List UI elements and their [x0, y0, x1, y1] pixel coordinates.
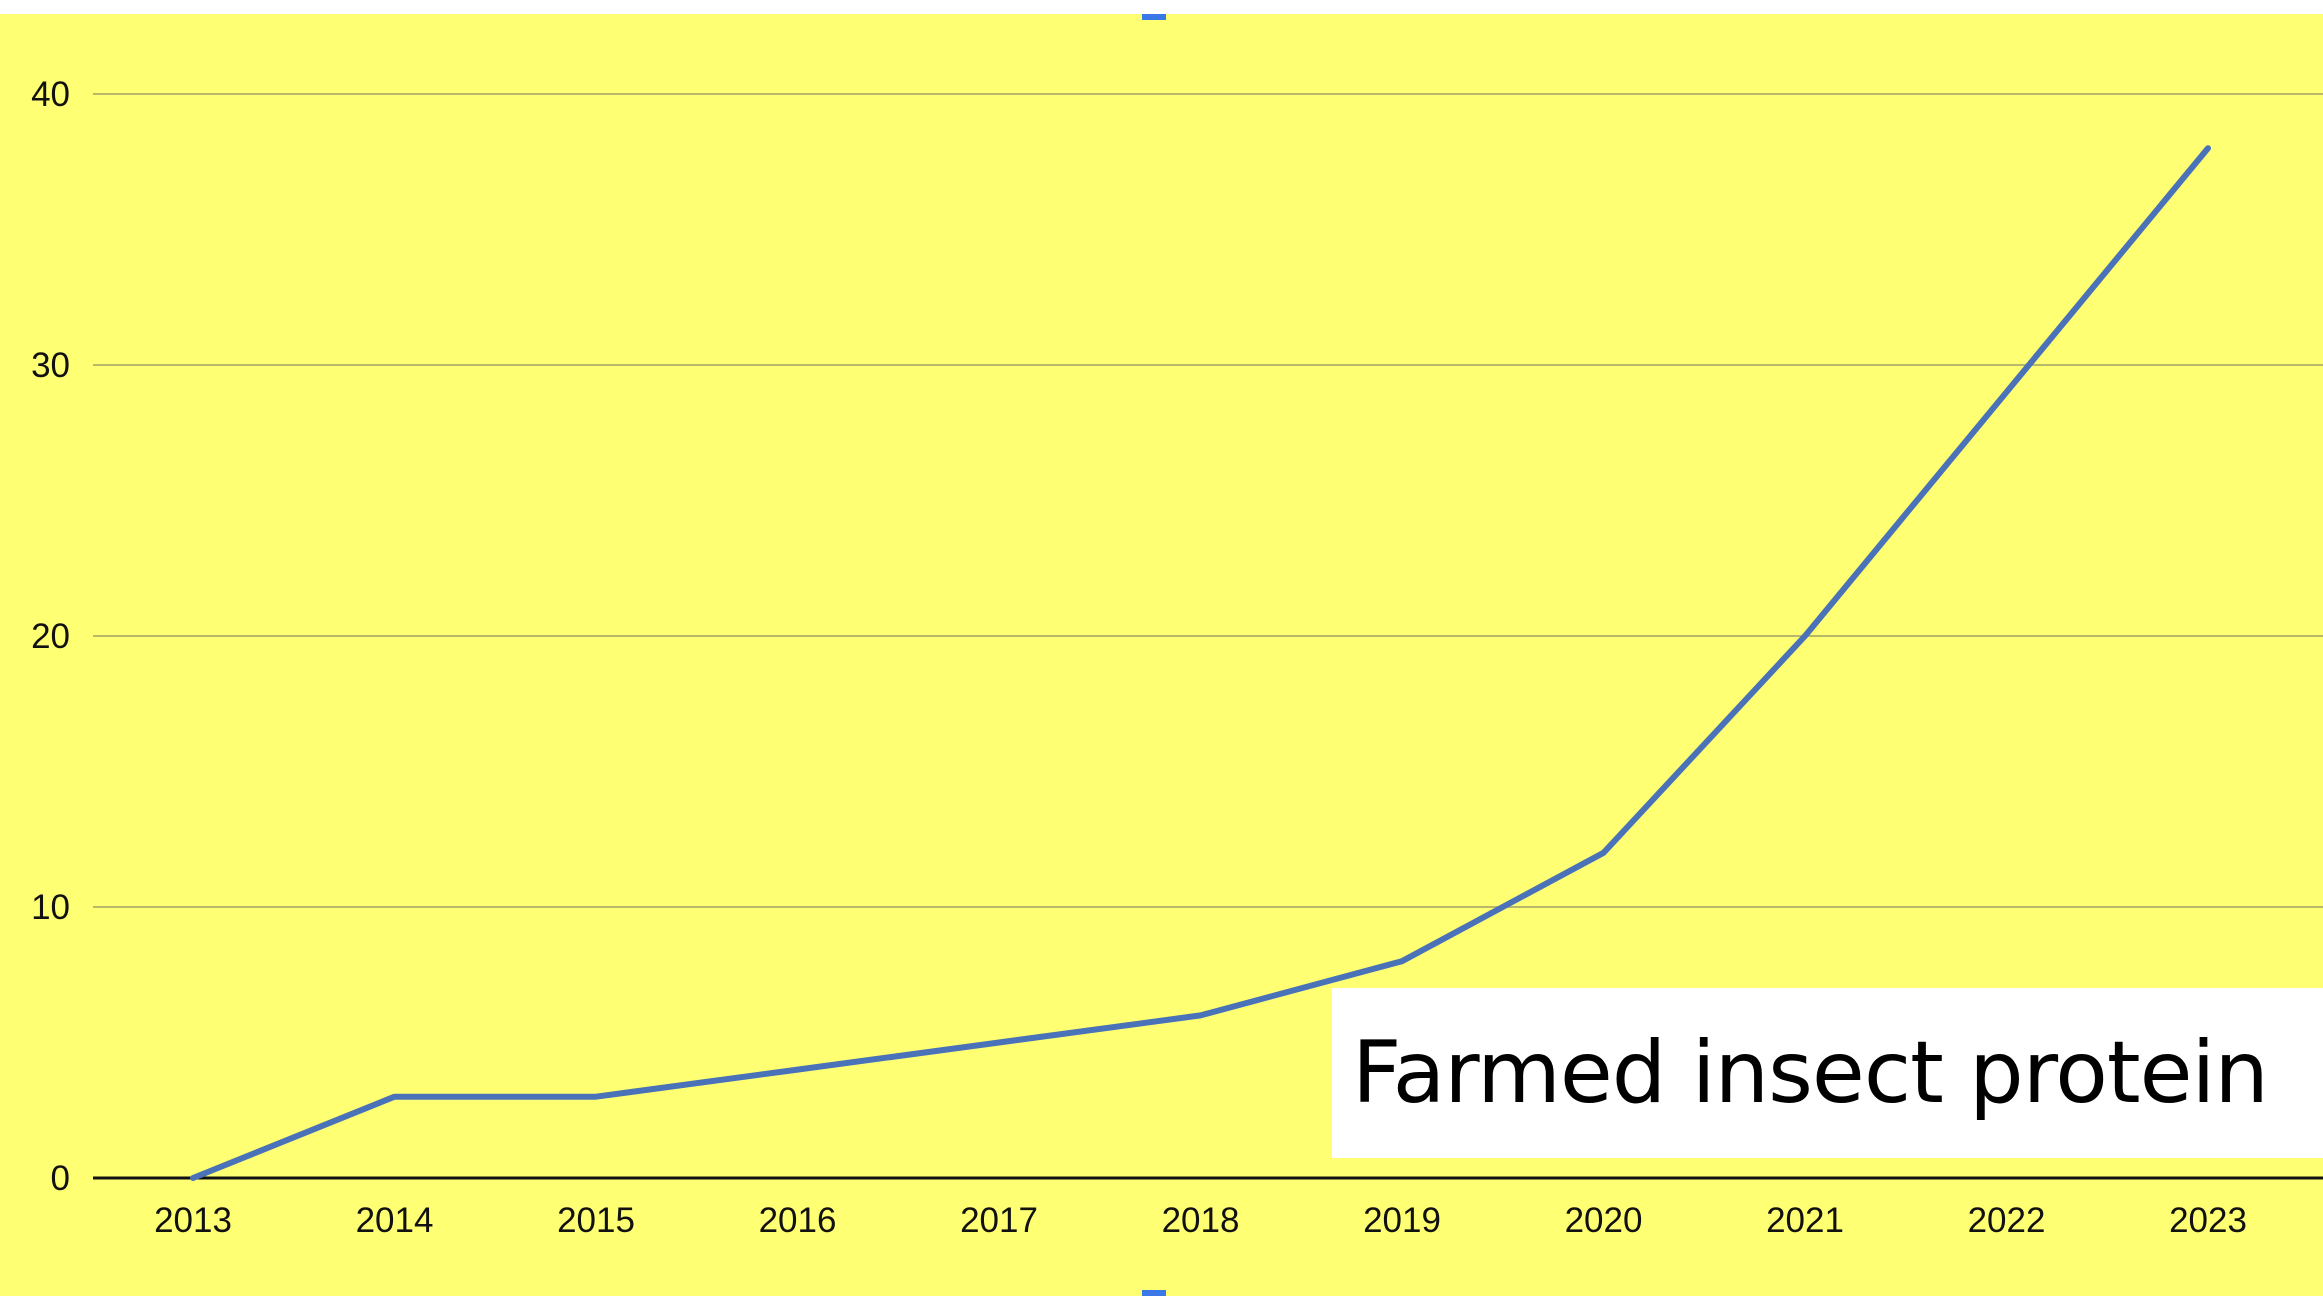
x-tick-label: 2022 — [1968, 1201, 2046, 1240]
x-tick-label: 2023 — [2169, 1201, 2247, 1240]
x-tick-label: 2014 — [356, 1201, 434, 1240]
x-axis-ticks: 2013 2014 2015 2016 2017 2018 2019 2020 2021 2022… — [154, 1201, 2247, 1240]
x-tick-label: 2015 — [557, 1201, 635, 1240]
x-tick-label: 2018 — [1162, 1201, 1240, 1240]
annotation-box: Farmed insect protein — [1332, 988, 2323, 1158]
x-tick-label: 2019 — [1363, 1201, 1441, 1240]
y-tick-label: 40 — [31, 75, 70, 114]
x-tick-label: 2020 — [1565, 1201, 1643, 1240]
y-tick-label: 0 — [51, 1159, 70, 1198]
series-group — [190, 145, 2211, 1181]
grid-lines — [93, 93, 2323, 908]
x-tick-label: 2013 — [154, 1201, 232, 1240]
chart-area: 0 10 20 30 40 2013 2014 2015 2016 2017 2018 2019 20… — [0, 14, 2323, 1296]
y-tick-label: 20 — [31, 617, 70, 656]
series-line — [190, 145, 2211, 1181]
annotation-text: Farmed insect protein — [1352, 1023, 2269, 1123]
bottom-selection-handle[interactable] — [1142, 1290, 1166, 1296]
y-axis-ticks: 0 10 20 30 40 — [31, 75, 70, 1198]
x-tick-label: 2021 — [1766, 1201, 1844, 1240]
x-tick-label: 2016 — [759, 1201, 837, 1240]
y-tick-label: 10 — [31, 888, 70, 927]
x-tick-label: 2017 — [960, 1201, 1038, 1240]
y-tick-label: 30 — [31, 346, 70, 385]
top-selection-handle[interactable] — [1142, 14, 1166, 20]
